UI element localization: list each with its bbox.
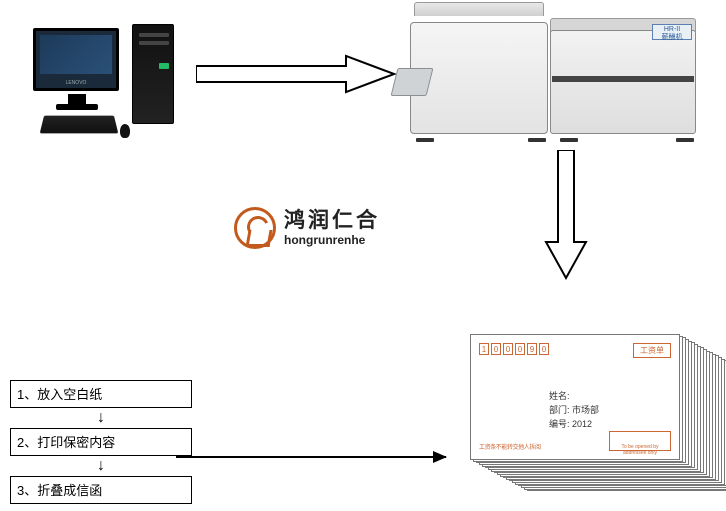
step-text: 打印保密内容 (37, 435, 115, 450)
postal-code-digit: 0 (491, 343, 501, 355)
machine-foot (528, 138, 546, 142)
field-id: 编号: 2012 (549, 417, 599, 431)
step-connector: ↓ (10, 408, 192, 428)
logo-text: 鸿润仁合 hongrunrenhe (284, 210, 380, 246)
step-index: 3、 (17, 483, 37, 498)
arrow-computer-to-machine (196, 54, 396, 94)
machine-foot (416, 138, 434, 142)
step-text: 折叠成信函 (37, 483, 102, 498)
arrow-machine-to-envelopes (544, 150, 588, 280)
field-name: 姓名: (549, 389, 599, 403)
monitor-base (56, 104, 98, 110)
envelope-tag: 工资单 (633, 343, 671, 358)
machine-paper-feed (391, 68, 434, 96)
steps-list: 1、放入空白纸 ↓ 2、打印保密内容 ↓ 3、折叠成信函 (10, 380, 192, 504)
tower-drive-slot (139, 33, 169, 37)
computer: LENOVO (20, 22, 180, 142)
chevron-down-icon: ↓ (93, 409, 109, 429)
mouse (120, 124, 130, 138)
folder-machine: HR-II 薪酬机 (410, 10, 700, 140)
step-index: 1、 (17, 387, 37, 402)
tower-led (159, 63, 169, 69)
barcode-caption: 工资条不能转交他人拆阅 (479, 442, 541, 451)
keyboard (40, 116, 119, 134)
envelope-front: 100090工资单姓名:部门: 市场部编号: 2012To be opened … (470, 334, 680, 460)
logo: 鸿润仁合 hongrunrenhe (234, 203, 454, 253)
tower-drive-slot (139, 41, 169, 45)
machine-left-lid (414, 2, 544, 16)
stamp-caption: To be opened by addressee only (610, 444, 670, 456)
monitor-screen-area (40, 35, 112, 74)
step-text: 放入空白纸 (37, 387, 102, 402)
machine-right-body (550, 30, 696, 134)
field-dept: 部门: 市场部 (549, 403, 599, 417)
postal-code-digit: 0 (503, 343, 513, 355)
machine-model-line2: 薪酬机 (653, 34, 691, 42)
step-box-1: 1、放入空白纸 (10, 380, 192, 408)
monitor-brand-label: LENOVO (36, 80, 116, 86)
monitor-stand (68, 94, 86, 104)
machine-model-label: HR-II 薪酬机 (652, 24, 692, 40)
postal-code-boxes: 100090 (479, 343, 549, 355)
logo-icon (234, 207, 276, 249)
envelope-fields: 姓名:部门: 市场部编号: 2012 (549, 389, 599, 431)
postal-code-digit: 9 (527, 343, 537, 355)
machine-output-slot (552, 76, 694, 82)
postal-code-digit: 0 (515, 343, 525, 355)
step-box-2: 2、打印保密内容 (10, 428, 192, 456)
machine-model-line1: HR-II (653, 26, 691, 34)
step-index: 2、 (17, 435, 37, 450)
arrow-steps-to-envelopes (176, 456, 446, 458)
chevron-down-icon: ↓ (93, 457, 109, 477)
step-connector: ↓ (10, 456, 192, 476)
machine-foot (676, 138, 694, 142)
logo-text-en: hongrunrenhe (284, 234, 380, 246)
monitor: LENOVO (33, 28, 119, 91)
postal-code-digit: 1 (479, 343, 489, 355)
postal-code-digit: 0 (539, 343, 549, 355)
pc-tower (132, 24, 174, 124)
step-box-3: 3、折叠成信函 (10, 476, 192, 504)
envelope-stack: 100090工资单姓名:部门: 市场部编号: 2012To be opened … (470, 320, 710, 490)
stamp-box: To be opened by addressee only (609, 431, 671, 451)
logo-text-cn: 鸿润仁合 (284, 210, 380, 231)
machine-foot (560, 138, 578, 142)
